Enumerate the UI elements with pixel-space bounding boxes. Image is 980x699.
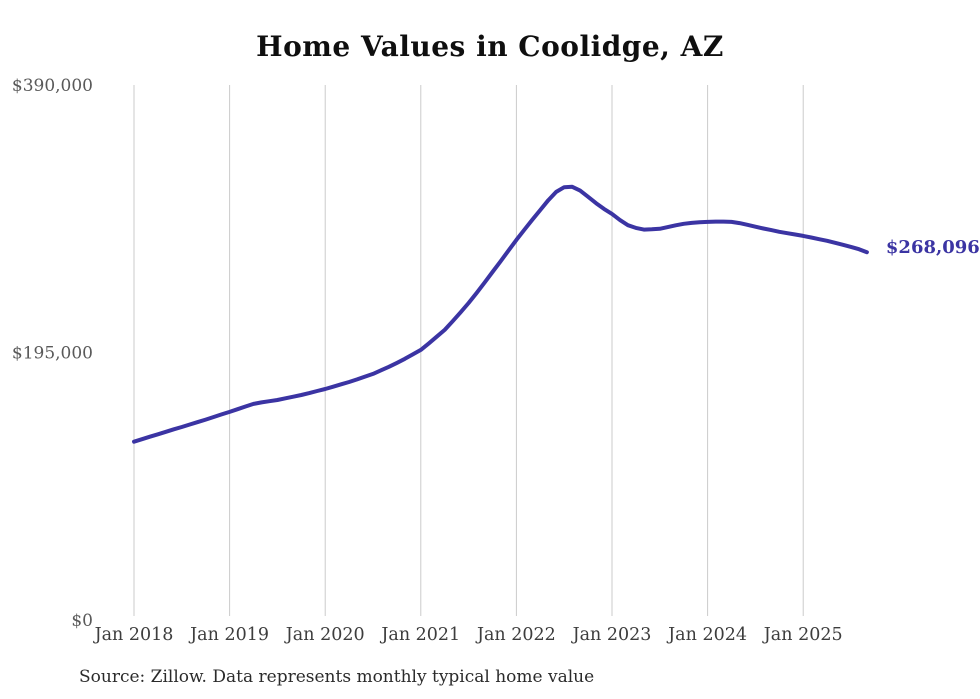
y-axis-labels: $0 $195,000 $390,000 — [12, 76, 93, 631]
x-tick-label-2022: Jan 2022 — [475, 625, 556, 645]
x-axis-labels: Jan 2018 Jan 2019 Jan 2020 Jan 2021 Jan 2022… — [93, 625, 843, 645]
x-tick-label-2024: Jan 2024 — [666, 625, 747, 645]
x-tick-label-2018: Jan 2018 — [93, 625, 174, 645]
y-tick-label-1: $195,000 — [12, 344, 93, 364]
source-note: Source: Zillow. Data represents monthly … — [79, 667, 595, 687]
x-tick-label-2020: Jan 2020 — [284, 625, 365, 645]
y-tick-label-0: $0 — [71, 611, 93, 631]
y-tick-label-2: $390,000 — [12, 76, 93, 96]
x-tick-label-2023: Jan 2023 — [571, 625, 652, 645]
x-tick-label-2021: Jan 2021 — [379, 625, 460, 645]
x-tick-label-2019: Jan 2019 — [188, 625, 269, 645]
home-value-line — [132, 184, 869, 444]
chart-title: Home Values in Coolidge, AZ — [256, 30, 724, 63]
year-gridlines — [133, 85, 804, 616]
latest-value-label: $268,096 — [886, 237, 980, 258]
x-tick-label-2025: Jan 2025 — [762, 625, 843, 645]
